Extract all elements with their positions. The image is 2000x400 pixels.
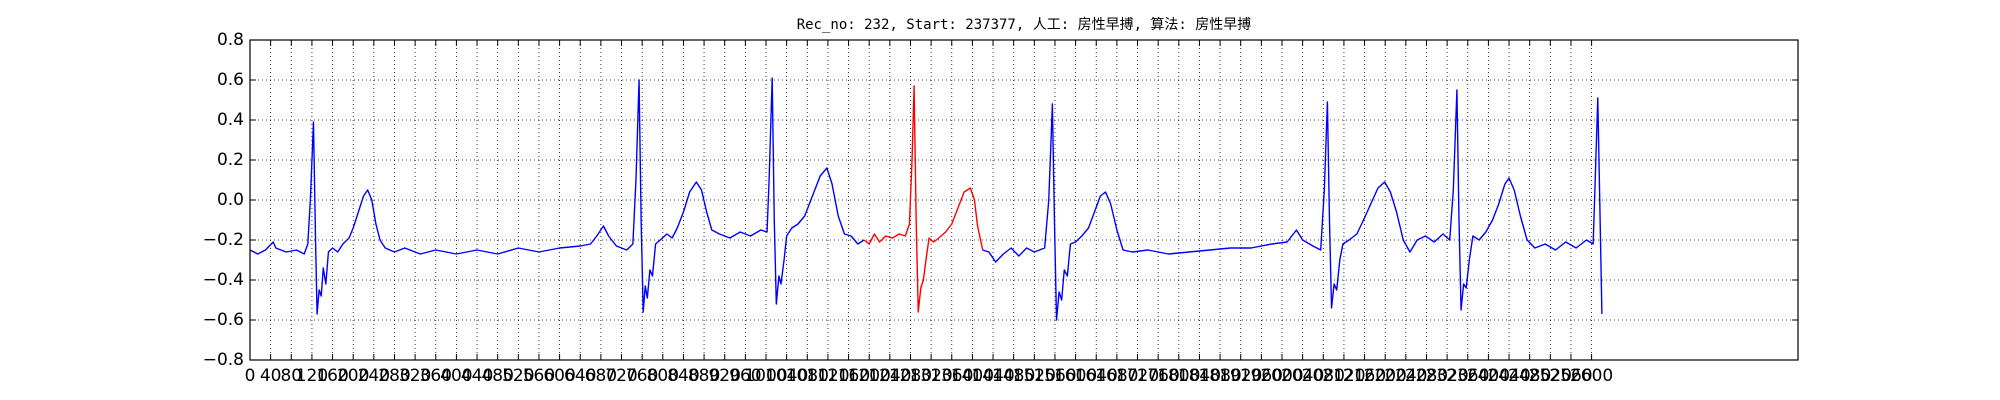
- x-tick-label: 1840: [1178, 366, 1221, 386]
- y-tick-label: 0.8: [217, 30, 244, 50]
- ecg-line: [863, 85, 984, 313]
- x-tick-label: 680: [585, 366, 617, 386]
- y-tick-label: −0.2: [203, 230, 244, 250]
- x-tick-label: 2160: [1343, 366, 1386, 386]
- x-tick-label: 1440: [971, 366, 1014, 386]
- y-tick-label: −0.8: [203, 350, 244, 370]
- x-tick-label: 1760: [1137, 366, 1180, 386]
- x-tick-label: 1040: [765, 366, 808, 386]
- y-tick-label: 0.0: [217, 190, 244, 210]
- ecg-line: [249, 77, 1603, 321]
- x-tick-label: 1960: [1240, 366, 1283, 386]
- x-tick-label: 2120: [1322, 366, 1365, 386]
- x-tick-label: 1920: [1219, 366, 1262, 386]
- x-tick-label: 2000: [1260, 366, 1303, 386]
- x-tick-label: 1200: [848, 366, 891, 386]
- x-tick-label: 920: [708, 366, 740, 386]
- x-tick-label: 600: [543, 366, 575, 386]
- x-tick-label: 1880: [1198, 366, 1241, 386]
- x-tick-label: 1720: [1116, 366, 1159, 386]
- x-tick-label: 1560: [1033, 366, 1076, 386]
- x-tick-label: 2040: [1281, 366, 1324, 386]
- y-tick-label: −0.4: [203, 270, 244, 290]
- x-tick-label: 2480: [1508, 366, 1551, 386]
- x-tick-label: 800: [647, 366, 679, 386]
- x-tick-label: 720: [605, 366, 637, 386]
- x-tick-label: 1120: [806, 366, 849, 386]
- chart-title: Rec_no: 232, Start: 237377, 人工: 房性早搏, 算法…: [797, 16, 1252, 33]
- x-tick-label: 1320: [909, 366, 952, 386]
- x-tick-label: 2200: [1364, 366, 1407, 386]
- x-tick-label: 960: [729, 366, 761, 386]
- x-tick-label: 2280: [1405, 366, 1448, 386]
- x-tick-label: 1800: [1157, 366, 1200, 386]
- x-tick-label: 1000: [744, 366, 787, 386]
- x-tick-label: 1520: [1013, 366, 1056, 386]
- x-tick-label: 360: [420, 366, 452, 386]
- y-tick-label: 0.4: [217, 110, 244, 130]
- plot-frame: [249, 39, 1799, 361]
- x-tick-label: 2400: [1467, 366, 1510, 386]
- x-tick-label: 80: [280, 366, 302, 386]
- x-tick-label: 760: [626, 366, 658, 386]
- x-tick-label: 400: [440, 366, 472, 386]
- x-tick-label: 480: [481, 366, 513, 386]
- y-tick-label: 0.2: [217, 150, 244, 170]
- x-tick-label: 200: [337, 366, 369, 386]
- x-tick-label: 2080: [1302, 366, 1345, 386]
- x-tick-label: 1680: [1095, 366, 1138, 386]
- y-tick-label: 0.6: [217, 70, 244, 90]
- x-tick-label: 1600: [1054, 366, 1097, 386]
- x-tick-label: 520: [502, 366, 534, 386]
- y-tick-label: −0.6: [203, 310, 244, 330]
- x-tick-label: 2360: [1446, 366, 1489, 386]
- x-tick-label: 640: [564, 366, 596, 386]
- x-tick-label: 160: [316, 366, 348, 386]
- x-tick-label: 440: [461, 366, 493, 386]
- x-tick-label: 2520: [1529, 366, 1572, 386]
- x-tick-label: 1400: [951, 366, 994, 386]
- x-tick-label: 2440: [1487, 366, 1530, 386]
- x-tick-label: 2320: [1425, 366, 1468, 386]
- x-tick-label: 1280: [889, 366, 932, 386]
- x-tick-label: 2240: [1384, 366, 1427, 386]
- x-tick-label: 1160: [827, 366, 870, 386]
- x-tick-label: 840: [667, 366, 699, 386]
- x-tick-label: 320: [399, 366, 431, 386]
- x-tick-label: 1640: [1075, 366, 1118, 386]
- x-tick-label: 2560: [1549, 366, 1592, 386]
- x-tick-label: 2600: [1570, 366, 1613, 386]
- x-tick-label: 280: [378, 366, 410, 386]
- x-tick-label: 1080: [786, 366, 829, 386]
- x-tick-label: 1360: [930, 366, 973, 386]
- x-tick-label: 0: [245, 366, 256, 386]
- x-tick-label: 560: [523, 366, 555, 386]
- x-tick-label: 880: [688, 366, 720, 386]
- x-tick-label: 120: [296, 366, 328, 386]
- x-tick-label: 40: [260, 366, 282, 386]
- x-tick-label: 240: [358, 366, 390, 386]
- x-tick-label: 1480: [992, 366, 1035, 386]
- x-tick-label: 1240: [868, 366, 911, 386]
